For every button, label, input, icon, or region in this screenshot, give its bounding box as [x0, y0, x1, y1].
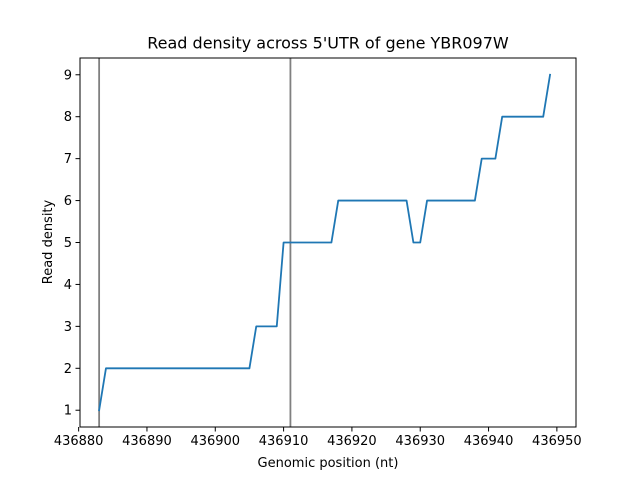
y-tick-label-2: 3	[64, 320, 72, 335]
x-tick-label-4: 436920	[327, 434, 377, 449]
y-tick-label-5: 6	[64, 194, 72, 209]
x-tick-label-2: 436900	[190, 434, 240, 449]
x-tick-label-1: 436890	[122, 434, 172, 449]
y-tick-label-1: 2	[64, 362, 72, 377]
x-tick-label-3: 436910	[259, 434, 309, 449]
chart-title: Read density across 5'UTR of gene YBR097…	[147, 34, 509, 53]
series-line-0	[98, 73, 552, 412]
y-axis-label: Read density	[41, 199, 56, 284]
y-tick-label-6: 7	[64, 152, 72, 167]
y-tick-label-7: 8	[64, 110, 72, 125]
x-axis-label: Genomic position (nt)	[258, 456, 399, 471]
x-tick-label-6: 436940	[464, 434, 514, 449]
x-tick-label-7: 436950	[532, 434, 582, 449]
x-tick-label-0: 436880	[54, 434, 104, 449]
y-tick-label-4: 5	[64, 236, 72, 251]
y-tick-label-0: 1	[64, 404, 72, 419]
axes: 436880 436890 436900 436910 436920 436930 4369…	[54, 57, 582, 449]
x-tick-label-5: 436930	[395, 434, 445, 449]
y-tick-label-8: 9	[64, 68, 72, 83]
y-tick-label-3: 4	[64, 278, 72, 293]
series-layer	[98, 73, 552, 412]
